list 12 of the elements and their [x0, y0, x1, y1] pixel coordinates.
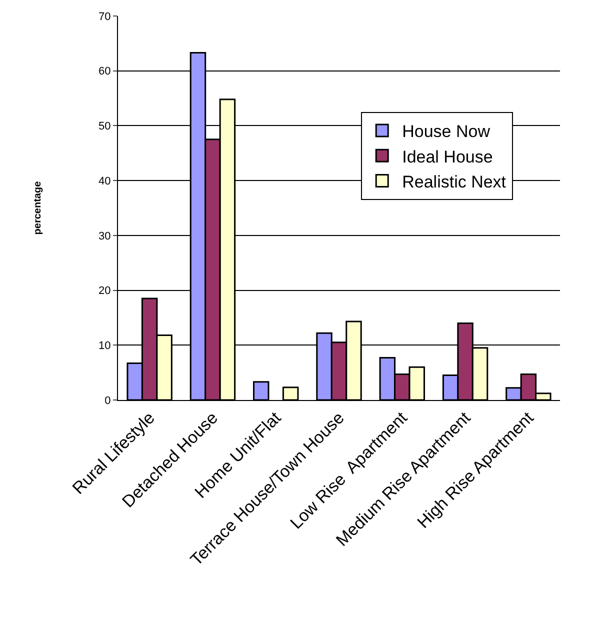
legend-label: Ideal House: [402, 147, 493, 166]
y-axis-title: percentage: [32, 180, 44, 235]
y-tick-label: 30: [98, 230, 111, 242]
y-tick-label: 20: [98, 285, 111, 298]
y-tick-label: 70: [98, 10, 111, 23]
y-tick-label: 0: [104, 394, 111, 407]
y-tick-label: 40: [98, 175, 111, 188]
y-tick-label: 50: [98, 120, 111, 133]
y-tick-label: 60: [98, 66, 111, 78]
y-tick-label: 10: [98, 340, 111, 352]
legend-label: Realistic Next: [402, 172, 506, 192]
legend-label: House Now: [402, 122, 491, 142]
